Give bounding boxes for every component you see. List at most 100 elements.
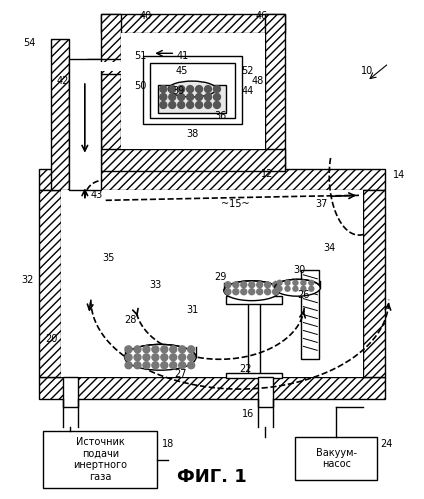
Circle shape [265,282,271,288]
Bar [123,127,262,145]
Bar [120,33,265,149]
Circle shape [233,289,239,295]
Circle shape [195,93,203,100]
Circle shape [214,86,220,92]
Circle shape [309,286,314,291]
Circle shape [214,101,220,108]
Text: 29: 29 [214,272,226,282]
Circle shape [169,93,176,100]
Bar [63,377,78,407]
Circle shape [161,362,168,369]
Circle shape [170,354,177,361]
Circle shape [143,354,150,361]
Bar [87,62,123,71]
Circle shape [293,286,298,291]
Circle shape [152,362,159,369]
Text: 36: 36 [214,111,226,121]
Bar [151,63,235,118]
Text: 22: 22 [240,364,252,374]
Bar [101,149,285,171]
Circle shape [179,346,186,353]
Text: 10: 10 [361,66,373,76]
Text: 14: 14 [393,171,405,181]
Bar [61,191,363,377]
Ellipse shape [168,81,216,97]
Circle shape [125,346,132,353]
Bar [265,13,285,168]
Circle shape [273,282,279,288]
Circle shape [179,354,186,361]
Text: 42: 42 [57,76,69,86]
Circle shape [160,86,167,92]
Text: 30: 30 [293,265,306,275]
Text: 34: 34 [323,243,335,253]
Circle shape [161,346,168,353]
Circle shape [188,354,195,361]
Bar [123,35,262,53]
Bar [101,13,120,168]
Bar [123,35,140,145]
Text: 50: 50 [134,81,147,91]
Circle shape [195,101,203,108]
Text: 54: 54 [23,38,35,48]
Text: 52: 52 [242,66,254,76]
Circle shape [265,289,271,295]
Text: 40: 40 [139,10,151,20]
Circle shape [285,286,290,291]
Circle shape [143,346,150,353]
Circle shape [125,362,132,369]
Circle shape [187,86,194,92]
Bar [101,59,120,119]
Bar [69,59,101,191]
Circle shape [160,101,167,108]
Text: 12: 12 [262,169,274,179]
Text: 26: 26 [297,290,310,300]
Circle shape [204,93,212,100]
Circle shape [187,93,194,100]
Text: 31: 31 [186,304,198,314]
Bar [143,56,242,124]
Circle shape [178,93,185,100]
Circle shape [161,354,168,361]
Circle shape [285,280,290,285]
Text: 44: 44 [242,86,254,96]
Bar [226,296,282,304]
Circle shape [301,286,306,291]
Text: 32: 32 [21,275,33,285]
Bar [363,191,385,377]
Circle shape [293,280,298,285]
Circle shape [241,282,247,288]
Bar [101,13,285,33]
Bar [248,300,259,377]
Bar [140,53,245,127]
Text: 33: 33 [149,280,162,290]
Bar [87,59,123,74]
Bar [296,437,377,481]
Bar [226,373,282,378]
Text: 27: 27 [174,369,187,379]
Ellipse shape [275,279,320,296]
Circle shape [204,86,212,92]
Circle shape [214,93,220,100]
Circle shape [169,86,176,92]
Bar [158,85,226,113]
Circle shape [188,362,195,369]
Bar [51,39,69,191]
Circle shape [125,354,132,361]
Circle shape [179,362,186,369]
Bar [39,377,385,399]
Circle shape [225,289,231,295]
Bar [245,35,262,145]
Circle shape [249,289,255,295]
Bar [301,270,319,359]
Circle shape [233,282,239,288]
Text: ФИГ. 1: ФИГ. 1 [177,468,247,486]
Text: 35: 35 [103,253,115,263]
Circle shape [169,101,176,108]
Circle shape [257,282,262,288]
Circle shape [178,101,185,108]
Circle shape [143,362,150,369]
Circle shape [170,362,177,369]
Text: Вакуум-
насос: Вакуум- насос [316,448,357,470]
Circle shape [178,86,185,92]
